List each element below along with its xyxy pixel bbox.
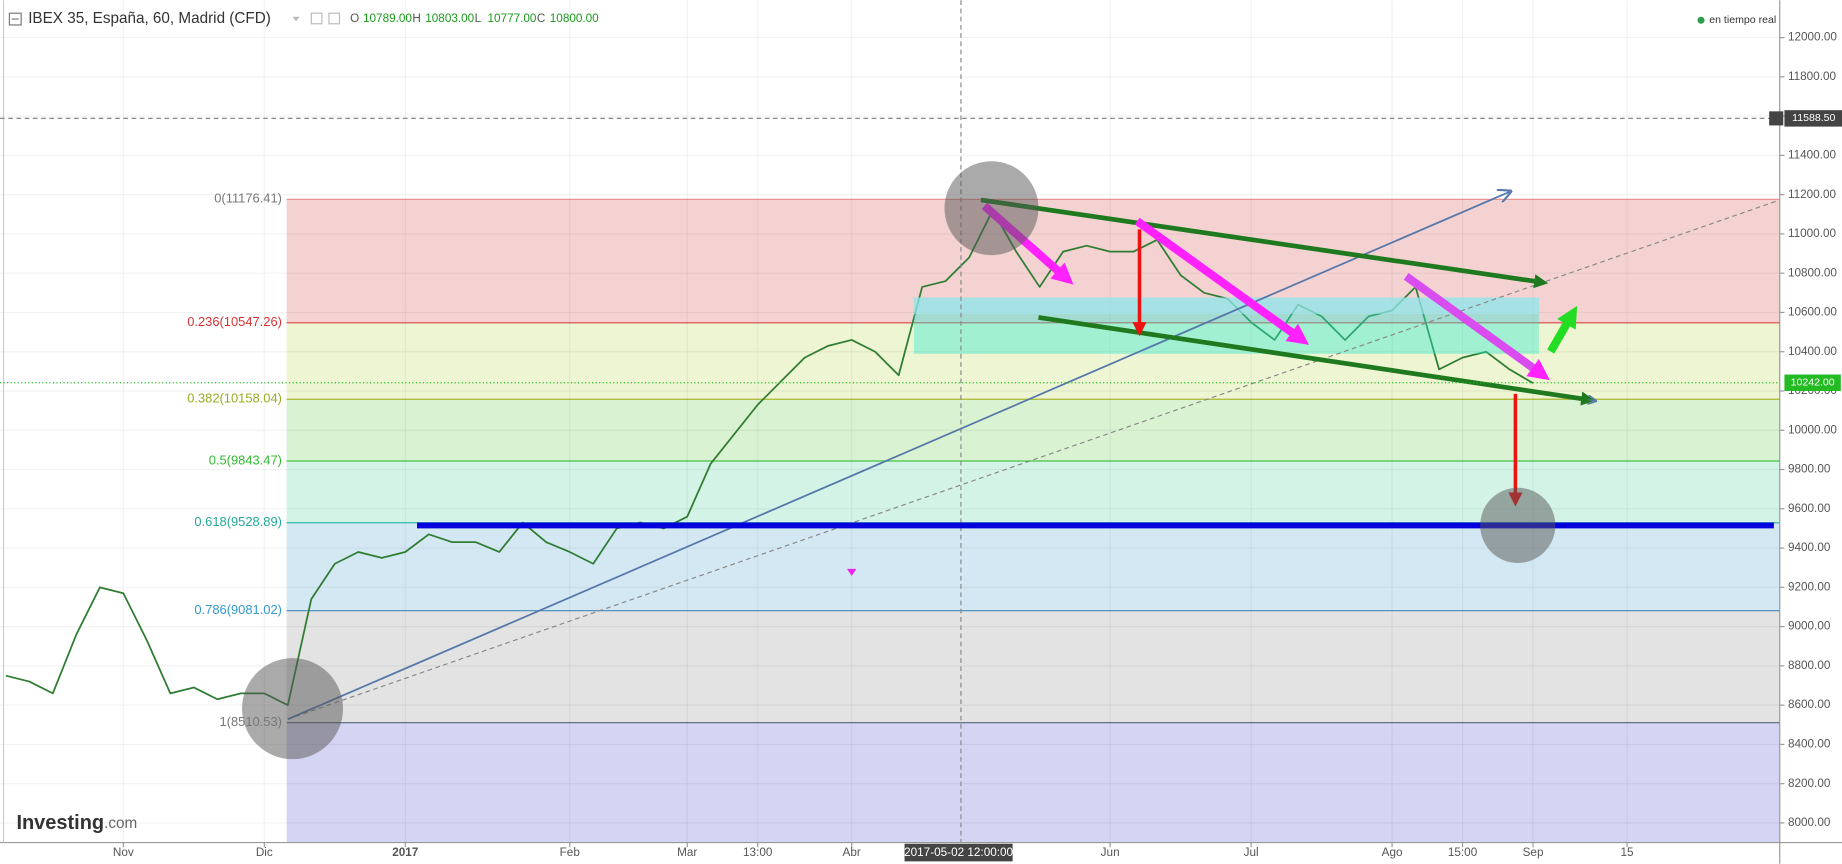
close-icon[interactable]: [328, 12, 341, 25]
fib-label: 0.786(9081.02): [194, 602, 282, 617]
fib-zones: [286, 199, 1780, 843]
channel-top: [980, 197, 1549, 289]
fib-label: 1(8510.53): [220, 714, 282, 729]
ohlc-value: 10777.00: [488, 12, 537, 25]
y-tick-label: 10400.00: [1788, 345, 1837, 358]
ohlc-key: L: [475, 12, 482, 25]
highlight-circle: [1480, 487, 1556, 563]
collapse-icon[interactable]: [8, 12, 22, 26]
brand: Investing.com: [16, 812, 137, 834]
fib-zone: [286, 610, 1780, 723]
ohlc-key: C: [537, 12, 546, 25]
fib-zone: [286, 460, 1780, 523]
down-arrow: [1403, 273, 1550, 381]
x-tick-label: 15:00: [1448, 846, 1478, 859]
y-tick-label: 10600.00: [1788, 306, 1837, 319]
y-tick-label: 8000.00: [1788, 816, 1831, 829]
ohlc-key: O: [350, 12, 359, 25]
fib-zone: [286, 722, 1780, 843]
channel-bottom: [1038, 315, 1596, 406]
ohlc-value: 10800.00: [550, 12, 599, 25]
last-price-label: 10242.00: [1791, 377, 1835, 389]
x-tick-label: Sep: [1523, 846, 1544, 859]
down-arrow: [1134, 217, 1310, 345]
live-status: en tiempo real: [1709, 14, 1776, 26]
live-dot: [1697, 16, 1705, 24]
y-tick-label: 9800.00: [1788, 463, 1831, 476]
brand-suffix: .com: [104, 815, 137, 832]
trend-line: [287, 192, 1510, 721]
highlight-circle: [241, 658, 344, 760]
y-tick-label: 11000.00: [1788, 227, 1837, 240]
x-tick-label: Jul: [1244, 846, 1259, 859]
x-tick-label: Nov: [113, 846, 134, 859]
y-tick-label: 9200.00: [1788, 580, 1831, 593]
x-tick-label: Ago: [1382, 846, 1403, 859]
crosshair-plus-box: [1769, 111, 1784, 126]
y-tick-label: 11400.00: [1788, 148, 1837, 161]
y-tick-label: 9600.00: [1788, 502, 1831, 515]
crosshair-y-label: 11588.50: [1792, 112, 1835, 124]
y-tick-label: 10000.00: [1788, 423, 1837, 436]
ohlc-key: H: [412, 12, 420, 25]
overlays: O 10789.00 H 10803.00 L 10777.00 C 10800.00 0(11…: [0, 12, 1842, 862]
y-tick-label: 11200.00: [1788, 188, 1837, 201]
settings-icon[interactable]: [310, 12, 323, 25]
chart-title: IBEX 35, España, 60, Madrid (CFD): [28, 10, 271, 27]
x-tick-label: 15: [1620, 846, 1634, 859]
up-arrow: [1547, 305, 1578, 354]
highlight-circle: [944, 161, 1039, 256]
dashed-trend: [287, 199, 1780, 720]
y-tick-label: 10800.00: [1788, 266, 1837, 279]
x-tick-label: Dic: [256, 846, 273, 859]
channel-tip: [1588, 400, 1595, 401]
marker-triangle: [846, 568, 857, 576]
fib-label: 0.236(10547.26): [187, 314, 282, 329]
x-tick-label: Abr: [843, 846, 861, 859]
y-tick-label: 8400.00: [1788, 737, 1831, 750]
y-tick-label: 8800.00: [1788, 659, 1831, 672]
y-tick-label: 12000.00: [1788, 31, 1837, 44]
crosshair-x-tag: [904, 843, 1013, 862]
y-tick-label: 8200.00: [1788, 777, 1831, 790]
y-tick-label: 11800.00: [1788, 70, 1837, 83]
y-tick-label: 9400.00: [1788, 541, 1831, 554]
ohlc-value: 10789.00: [363, 12, 412, 25]
brand-name: Investing: [16, 812, 104, 834]
x-tick-label: Mar: [677, 846, 697, 859]
fib-zone: [286, 522, 1780, 611]
x-tick-label: 13:00: [743, 846, 773, 859]
drawings: [241, 0, 1780, 843]
x-tick-label: Feb: [560, 846, 581, 859]
fib-label: 0.382(10158.04): [187, 391, 282, 406]
crosshair-y-tag: [1784, 110, 1842, 127]
ohlc-value: 10803.00: [425, 12, 474, 25]
fib-label: 0(11176.41): [214, 191, 282, 206]
fib-label: 0.618(9528.89): [194, 514, 282, 529]
fib-label: 0.5(9843.47): [209, 452, 282, 467]
y-tick-label: 8600.00: [1788, 698, 1831, 711]
range-box-top: [913, 297, 1539, 314]
x-tick-label: Jun: [1101, 846, 1120, 859]
crosshair-x-label: 2017-05-02 12:00:00: [904, 846, 1013, 859]
fib-zone: [286, 399, 1780, 461]
last-price-tag: [1784, 374, 1841, 391]
x-tick-label: 2017: [392, 846, 419, 859]
dropdown-icon[interactable]: [292, 16, 300, 22]
y-tick-label: 9000.00: [1788, 620, 1831, 633]
